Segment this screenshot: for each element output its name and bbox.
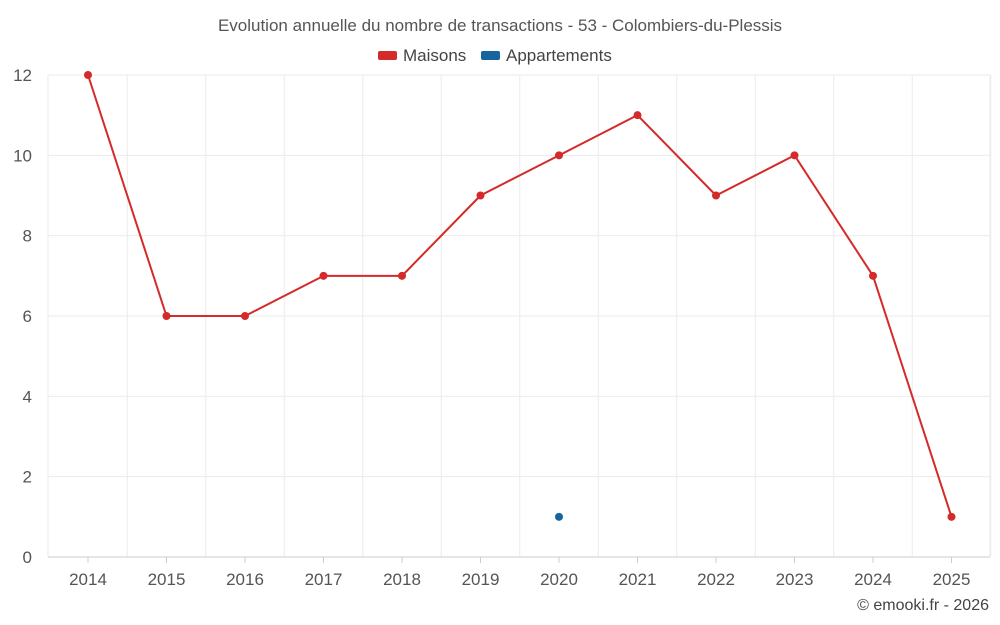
legend-item-appartements[interactable]: Appartements (481, 46, 612, 65)
legend-swatch (378, 51, 397, 60)
x-tick-label: 2014 (69, 570, 107, 589)
x-tick-label: 2015 (148, 570, 186, 589)
data-point[interactable] (712, 191, 720, 200)
data-point[interactable] (633, 111, 642, 120)
grid (47, 74, 992, 557)
data-point[interactable] (162, 312, 171, 320)
x-tick-label: 2016 (226, 570, 264, 589)
axes: 0 2 4 6 8 10 12 2014 2015 2016 2017 2018 2019 2020 202… (13, 66, 990, 589)
data-point[interactable] (790, 151, 799, 160)
x-tick-label: 2023 (776, 570, 814, 589)
x-tick-label: 2017 (305, 570, 343, 589)
chart-title: Evolution annuelle du nombre de transact… (218, 16, 782, 35)
x-tick-label: 2022 (697, 570, 735, 589)
x-tick-label: 2021 (619, 570, 657, 589)
x-tick-label: 2019 (462, 570, 500, 589)
data-point[interactable] (947, 512, 956, 521)
series-line (87, 74, 953, 518)
x-tick-label: 2020 (540, 570, 578, 589)
legend[interactable]: Maisons Appartements (378, 46, 612, 65)
y-tick-label: 4 (23, 387, 32, 406)
y-tick-label: 8 (23, 227, 32, 246)
series-maisons (84, 71, 956, 521)
x-tick-label: 2025 (933, 570, 971, 589)
legend-item-maisons[interactable]: Maisons (378, 46, 466, 65)
y-tick-label: 10 (13, 146, 32, 165)
y-tick-label: 12 (13, 66, 32, 85)
x-tick-label: 2018 (383, 570, 421, 589)
data-point[interactable] (84, 71, 92, 79)
credit-text: © emooki.fr - 2026 (857, 597, 989, 614)
data-point[interactable] (555, 151, 563, 160)
y-tick-label: 6 (23, 307, 32, 326)
data-point[interactable] (398, 271, 406, 280)
y-tick-label: 2 (23, 468, 32, 487)
data-point[interactable] (319, 271, 328, 280)
data-point[interactable] (869, 271, 877, 280)
series-appartements (555, 512, 563, 521)
x-tick-label: 2024 (854, 570, 892, 589)
legend-label: Appartements (506, 46, 612, 65)
data-point[interactable] (555, 512, 563, 521)
y-tick-label: 0 (23, 548, 32, 567)
legend-label: Maisons (403, 46, 466, 65)
data-point[interactable] (241, 312, 249, 320)
legend-swatch (481, 51, 500, 60)
series (84, 71, 956, 521)
data-point[interactable] (476, 191, 485, 200)
